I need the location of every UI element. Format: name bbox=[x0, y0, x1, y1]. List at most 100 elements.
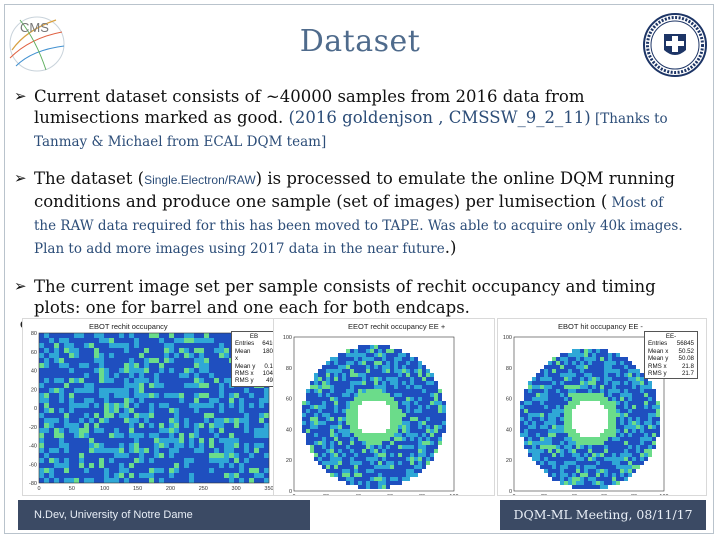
heatmap-cell bbox=[338, 361, 342, 365]
heatmap-cell bbox=[84, 388, 89, 393]
heatmap-cell bbox=[410, 397, 414, 401]
heatmap-cell bbox=[119, 378, 124, 383]
heatmap-cell bbox=[390, 405, 394, 409]
heatmap-cell bbox=[229, 388, 234, 393]
heatmap-cell bbox=[144, 453, 149, 458]
heatmap-cell bbox=[422, 433, 426, 437]
heatmap-cell bbox=[524, 409, 528, 413]
heatmap-cell bbox=[204, 403, 209, 408]
heatmap-cell bbox=[179, 438, 184, 443]
heatmap-cell bbox=[184, 398, 189, 403]
heatmap-cell bbox=[382, 469, 386, 473]
heatmap-cell bbox=[39, 368, 44, 373]
heatmap-cell bbox=[209, 393, 214, 398]
heatmap-cell bbox=[189, 478, 194, 483]
heatmap-cell bbox=[109, 363, 114, 368]
heatmap-cell bbox=[350, 373, 354, 377]
heatmap-cell bbox=[616, 353, 620, 357]
heatmap-cell bbox=[552, 421, 556, 425]
heatmap-cell bbox=[114, 423, 119, 428]
heatmap-cell bbox=[362, 357, 366, 361]
heatmap-cell bbox=[194, 438, 199, 443]
heatmap-cell bbox=[199, 343, 204, 348]
heatmap-cell bbox=[330, 469, 334, 473]
heatmap-cell bbox=[129, 438, 134, 443]
heatmap-cell bbox=[580, 365, 584, 369]
heatmap-cell bbox=[209, 468, 214, 473]
heatmap-cell bbox=[628, 465, 632, 469]
heatmap-cell bbox=[378, 445, 382, 449]
heatmap-cell bbox=[144, 388, 149, 393]
heatmap-cell bbox=[366, 485, 370, 489]
heatmap-cell bbox=[84, 343, 89, 348]
heatmap-cell bbox=[184, 338, 189, 343]
heatmap-cell bbox=[139, 368, 144, 373]
heatmap-cell bbox=[544, 445, 548, 449]
heatmap-cell bbox=[224, 478, 229, 483]
heatmap-cell bbox=[219, 448, 224, 453]
heatmap-cell bbox=[624, 417, 628, 421]
heatmap-cell bbox=[310, 401, 314, 405]
heatmap-cell bbox=[249, 388, 254, 393]
heatmap-cell bbox=[640, 441, 644, 445]
heatmap-cell bbox=[350, 405, 354, 409]
heatmap-cell bbox=[179, 418, 184, 423]
heatmap-cell bbox=[394, 385, 398, 389]
heatmap-cell bbox=[572, 397, 576, 401]
heatmap-cell bbox=[169, 388, 174, 393]
heatmap-cell bbox=[354, 369, 358, 373]
heatmap-cell bbox=[134, 468, 139, 473]
heatmap-cell bbox=[224, 348, 229, 353]
heatmap-cell bbox=[49, 353, 54, 358]
heatmap-cell bbox=[604, 373, 608, 377]
heatmap-cell bbox=[54, 478, 59, 483]
heatmap-cell bbox=[632, 385, 636, 389]
heatmap-cell bbox=[104, 433, 109, 438]
heatmap-cell bbox=[44, 468, 49, 473]
heatmap-cell bbox=[608, 469, 612, 473]
heatmap-cell bbox=[374, 361, 378, 365]
heatmap-cell bbox=[366, 437, 370, 441]
heatmap-cell bbox=[386, 373, 390, 377]
heatmap-cell bbox=[544, 433, 548, 437]
heatmap-cell bbox=[616, 429, 620, 433]
heatmap-cell bbox=[334, 461, 338, 465]
heatmap-cell bbox=[362, 485, 366, 489]
heatmap-cell bbox=[556, 373, 560, 377]
heatmap-cell bbox=[354, 465, 358, 469]
heatmap-cell bbox=[532, 429, 536, 433]
stats-value: 0.1 bbox=[264, 362, 273, 370]
heatmap-cell bbox=[544, 449, 548, 453]
heatmap-cell bbox=[224, 373, 229, 378]
heatmap-cell bbox=[39, 353, 44, 358]
heatmap-cell bbox=[536, 449, 540, 453]
heatmap-cell bbox=[259, 478, 264, 483]
heatmap-cell bbox=[64, 343, 69, 348]
heatmap-cell bbox=[540, 425, 544, 429]
heatmap-cell bbox=[94, 343, 99, 348]
heatmap-cell bbox=[99, 463, 104, 468]
heatmap-cell bbox=[644, 389, 648, 393]
heatmap-cell bbox=[334, 453, 338, 457]
heatmap-cell bbox=[402, 445, 406, 449]
heatmap-cell bbox=[378, 433, 382, 437]
heatmap-cell bbox=[326, 449, 330, 453]
heatmap-cell bbox=[410, 441, 414, 445]
heatmap-cell bbox=[322, 397, 326, 401]
heatmap-cell bbox=[302, 417, 306, 421]
heatmap-cell bbox=[159, 478, 164, 483]
heatmap-cell bbox=[229, 428, 234, 433]
heatmap-cell bbox=[652, 425, 656, 429]
heatmap-cell bbox=[134, 443, 139, 448]
heatmap-cell bbox=[224, 443, 229, 448]
heatmap-cell bbox=[600, 453, 604, 457]
heatmap-cell bbox=[54, 418, 59, 423]
heatmap-cell bbox=[596, 477, 600, 481]
heatmap-cell bbox=[164, 378, 169, 383]
heatmap-cell bbox=[154, 453, 159, 458]
heatmap-cell bbox=[174, 353, 179, 358]
heatmap-cell bbox=[438, 425, 442, 429]
heatmap-cell bbox=[398, 429, 402, 433]
heatmap-cell bbox=[604, 381, 608, 385]
heatmap-cell bbox=[244, 428, 249, 433]
